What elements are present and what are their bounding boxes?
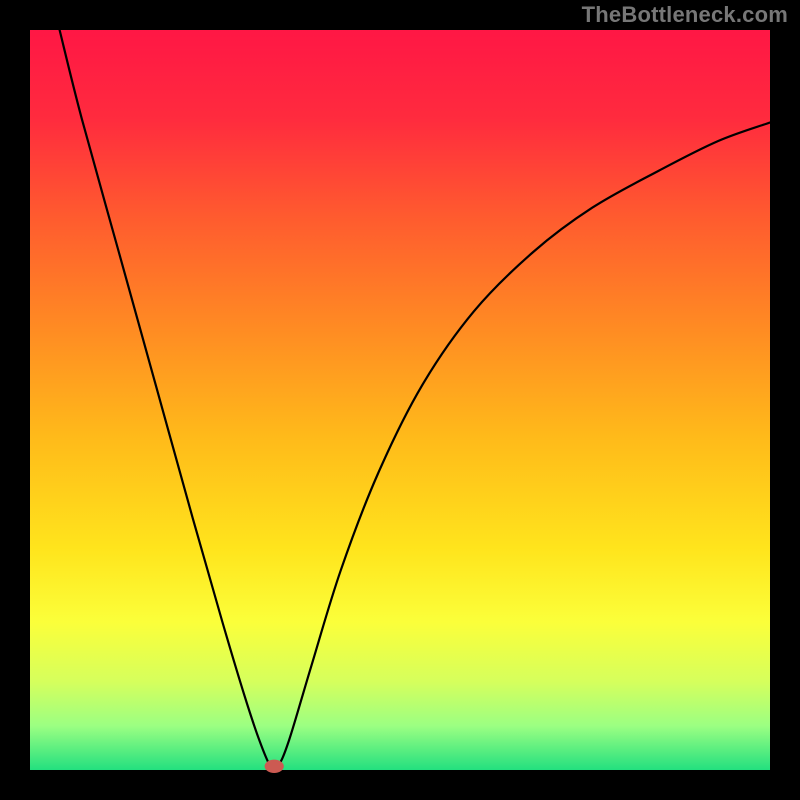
gradient-background bbox=[30, 30, 770, 770]
watermark-text: TheBottleneck.com bbox=[582, 2, 788, 28]
chart-canvas: TheBottleneck.com bbox=[0, 0, 800, 800]
optimal-point-marker bbox=[265, 760, 284, 773]
chart-svg bbox=[0, 0, 800, 800]
